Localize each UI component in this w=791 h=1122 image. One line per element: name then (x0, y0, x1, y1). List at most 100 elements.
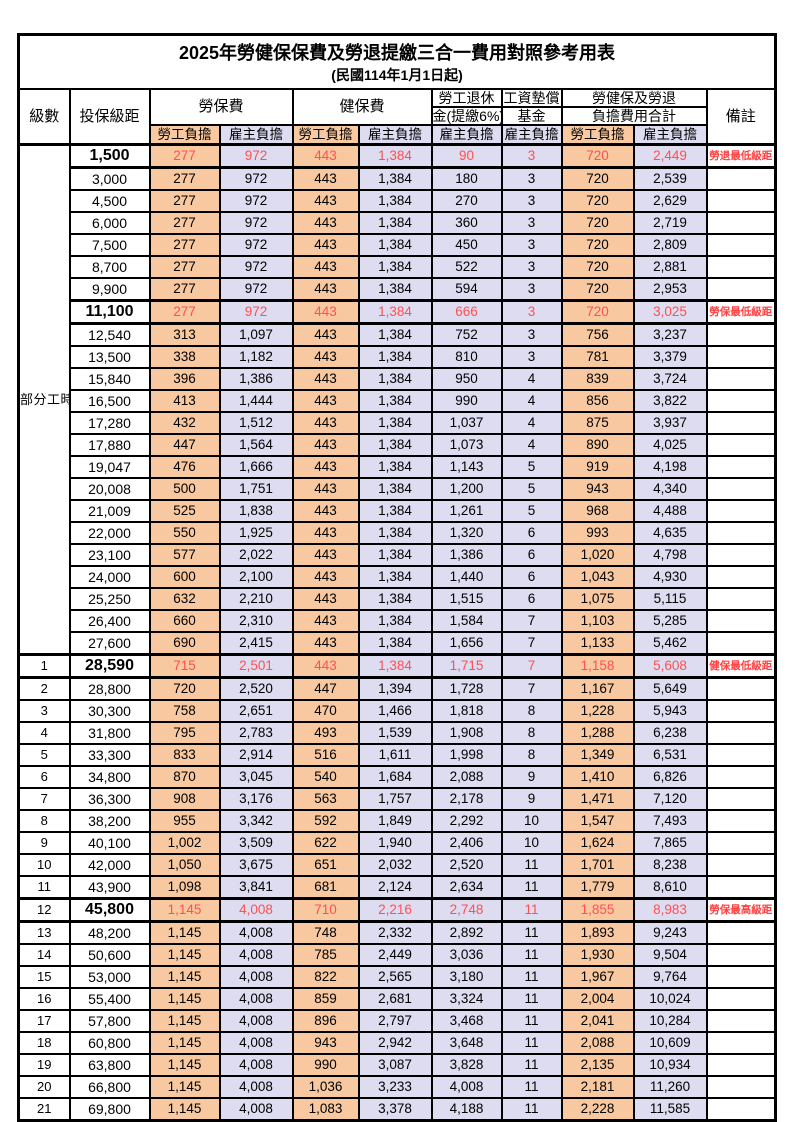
value-cell: 1,564 (218, 433, 294, 457)
col-header-bracket: 投保級距 (68, 88, 151, 146)
value-cell: 11 (500, 1075, 563, 1099)
value-cell: 4,198 (632, 455, 708, 479)
value-cell: 1,440 (430, 565, 503, 589)
value-cell: 890 (560, 433, 635, 457)
value-cell: 476 (148, 455, 221, 479)
value-cell: 277 (148, 255, 221, 279)
col-header-labor-insurance: 勞保費 (148, 88, 294, 126)
table-row: 8 38,200 955 3,342 592 1,849 2,292 10 1,547 7,493 (17, 809, 777, 833)
table-row: 18 60,800 1,145 4,008 943 2,942 3,648 11 2,088 10… (17, 1031, 777, 1055)
value-cell: 443 (291, 211, 360, 235)
value-cell: 2,022 (218, 543, 294, 567)
value-cell: 690 (148, 631, 221, 656)
value-cell: 443 (291, 631, 360, 656)
value-cell: 2,651 (218, 699, 294, 723)
value-cell: 993 (560, 521, 635, 545)
value-cell: 720 (560, 299, 635, 325)
bracket-cell: 6,000 (68, 211, 151, 235)
value-cell: 7 (500, 609, 563, 633)
value-cell: 748 (291, 920, 360, 945)
value-cell: 1,384 (357, 609, 433, 633)
table-row: 1 28,590 715 2,501 443 1,384 1,715 7 1,158 5,608 健… (17, 653, 777, 679)
value-cell: 11 (500, 965, 563, 989)
value-cell: 1,466 (357, 699, 433, 723)
remark-cell (705, 809, 777, 833)
remark-cell (705, 233, 777, 257)
value-cell: 4,635 (632, 521, 708, 545)
value-cell: 3,822 (632, 389, 708, 413)
value-cell: 1,701 (560, 853, 635, 877)
value-cell: 10,024 (632, 987, 708, 1011)
value-cell: 11,260 (632, 1075, 708, 1099)
table-row: 6,000 277 972 443 1,384 360 3 720 2,719 (19, 211, 777, 235)
value-cell: 2,629 (632, 189, 708, 213)
value-cell: 1,444 (218, 389, 294, 413)
bracket-cell: 12,540 (68, 322, 151, 347)
value-cell: 1,384 (357, 565, 433, 589)
value-cell: 2,520 (218, 676, 294, 701)
value-cell: 270 (430, 189, 503, 213)
header-row-2: 金(提繳6%) 基金 負擔費用合計 (19, 106, 776, 126)
value-cell: 1,624 (560, 831, 635, 855)
value-cell: 3,828 (430, 1053, 503, 1077)
value-cell: 1,728 (430, 676, 503, 701)
remark-cell (705, 499, 777, 523)
bracket-cell: 48,200 (68, 920, 151, 945)
bracket-cell: 31,800 (68, 721, 151, 745)
value-cell: 822 (291, 965, 360, 989)
value-cell: 1,261 (430, 499, 503, 523)
value-cell: 1,288 (560, 721, 635, 745)
value-cell: 4,008 (218, 1009, 294, 1033)
value-cell: 2,415 (218, 631, 294, 656)
bracket-cell: 19,047 (68, 455, 151, 479)
value-cell: 1,386 (218, 367, 294, 391)
value-cell: 1,471 (560, 787, 635, 811)
level-cell: 1 (17, 653, 71, 679)
bracket-cell: 26,400 (68, 609, 151, 633)
value-cell: 3 (500, 233, 563, 257)
value-cell: 681 (291, 875, 360, 900)
table-row: 13 48,200 1,145 4,008 748 2,332 2,892 11 1,893 9,… (17, 920, 777, 945)
level-cell: 20 (17, 1075, 71, 1099)
value-cell: 1,145 (148, 987, 221, 1011)
value-cell: 972 (218, 189, 294, 213)
value-cell: 3 (500, 143, 563, 169)
value-cell: 5,943 (632, 699, 708, 723)
value-cell: 720 (560, 233, 635, 257)
value-cell: 715 (148, 653, 221, 679)
value-cell: 1,145 (148, 1031, 221, 1055)
value-cell: 11 (500, 920, 563, 945)
value-cell: 2,809 (632, 233, 708, 257)
table-row: 8,700 277 972 443 1,384 522 3 720 2,881 (19, 255, 777, 279)
value-cell: 360 (430, 211, 503, 235)
table-row: 17,280 432 1,512 443 1,384 1,037 4 875 3,937 (19, 411, 777, 435)
value-cell: 2,228 (560, 1097, 635, 1122)
value-cell: 11 (500, 897, 563, 923)
value-cell: 277 (148, 211, 221, 235)
value-cell: 1,925 (218, 521, 294, 545)
value-cell: 11 (500, 1053, 563, 1077)
bracket-cell: 23,100 (68, 543, 151, 567)
value-cell: 1,200 (430, 477, 503, 501)
col-header-wage-fund-line1: 工資墊償 (500, 88, 563, 108)
value-cell: 4 (500, 433, 563, 457)
value-cell: 1,384 (357, 211, 433, 235)
value-cell: 1,145 (148, 965, 221, 989)
value-cell: 443 (291, 299, 360, 325)
table-row: 25,250 632 2,210 443 1,384 1,515 6 1,075 5,115 (19, 587, 777, 611)
value-cell: 7 (500, 653, 563, 679)
value-cell: 2,748 (430, 897, 503, 923)
value-cell: 8 (500, 743, 563, 767)
value-cell: 1,384 (357, 499, 433, 523)
value-cell: 1,384 (357, 455, 433, 479)
table-row: 19,047 476 1,666 443 1,384 1,143 5 919 4,198 (19, 455, 777, 479)
remark-cell: 勞保最高級距 (705, 897, 777, 923)
value-cell: 2,565 (357, 965, 433, 989)
remark-cell (705, 943, 777, 967)
value-cell: 6 (500, 543, 563, 567)
value-cell: 720 (560, 189, 635, 213)
value-cell: 1,384 (357, 255, 433, 279)
value-cell: 413 (148, 389, 221, 413)
value-cell: 1,893 (560, 920, 635, 945)
